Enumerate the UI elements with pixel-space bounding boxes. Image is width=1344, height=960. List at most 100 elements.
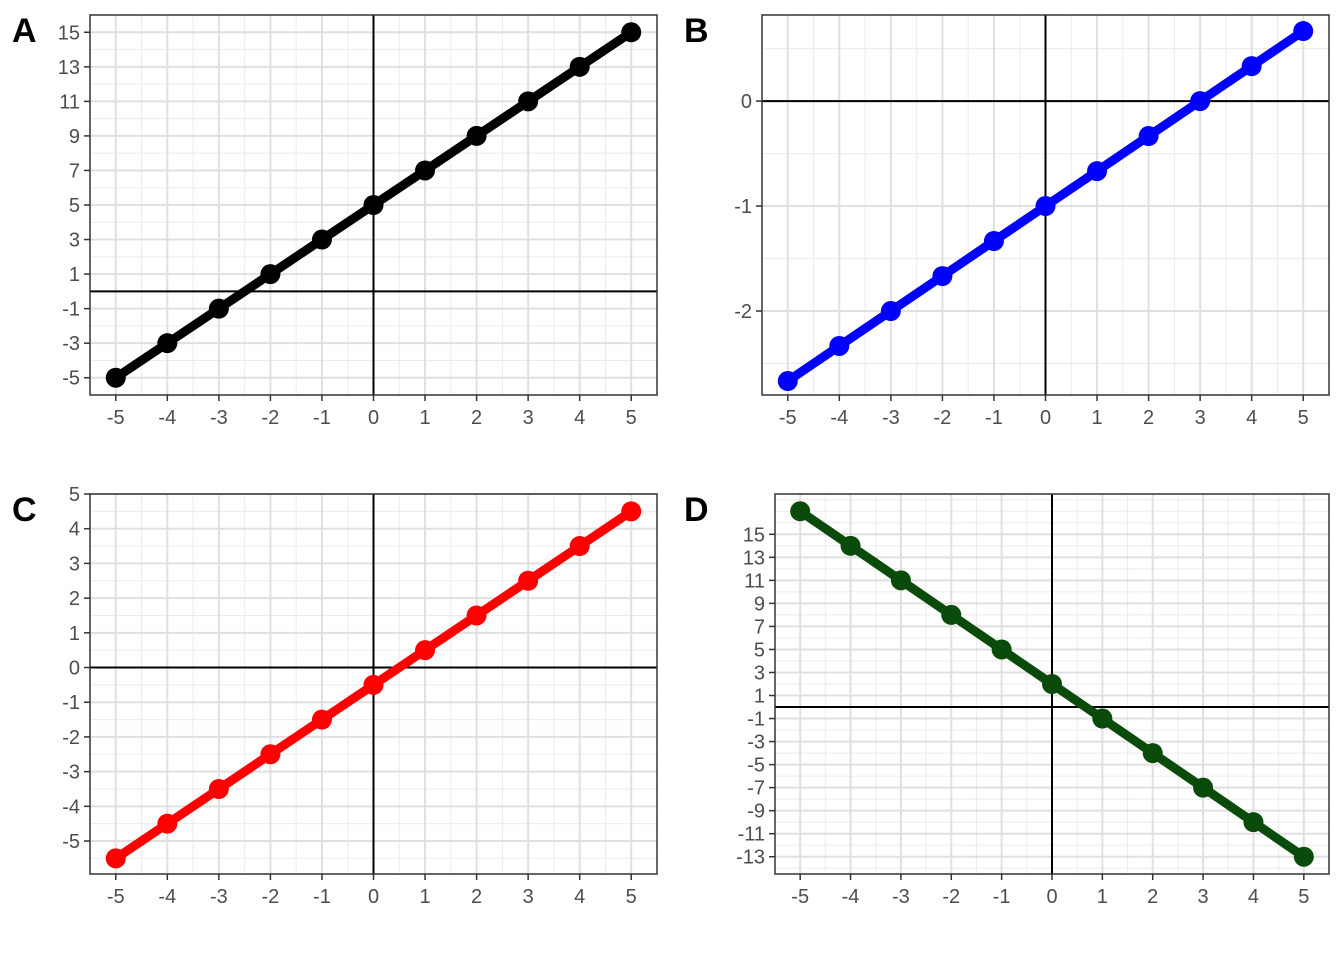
panel-c-y-tick-label: 1 — [69, 623, 80, 645]
panel-b-x-tick-label: 4 — [1246, 407, 1257, 429]
panel-tag-b: B — [684, 12, 709, 50]
panel-a-data-point — [311, 229, 332, 250]
panel-d-data-point — [840, 535, 861, 556]
panel-b-x-tick-label: 1 — [1091, 407, 1102, 429]
panel-a-y-tick-label: 15 — [58, 22, 80, 44]
panel-tag-c: C — [12, 491, 37, 529]
panel-b-x-tick-label: -4 — [830, 407, 848, 429]
panel-a-x-tick-label: -3 — [210, 407, 228, 429]
panel-a-x-tick-label: 1 — [419, 407, 430, 429]
panel-d-data-point — [1142, 743, 1163, 764]
panel-b: -5 -4 -3 -2 -1 0 1 2 3 4 5 -2 -1 0 B — [684, 12, 1330, 429]
panel-d-y-tick-label: -7 — [747, 778, 765, 800]
panel-d-y-tick-label: -3 — [747, 732, 765, 754]
panel-c-data-point — [569, 536, 590, 557]
panel-b-y-tick-label: 0 — [741, 91, 752, 113]
panel-a-x-tick-label: 5 — [626, 407, 637, 429]
panel-c-x-tick-label: -4 — [158, 886, 176, 908]
panel-a-x-tick-label: 0 — [368, 407, 379, 429]
panel-c-data-point — [157, 813, 178, 834]
panel-d-x-tick-label: 2 — [1147, 886, 1158, 908]
panel-a-x-tick-label: 3 — [523, 407, 534, 429]
panel-c-data-point — [518, 570, 539, 591]
panel-c-y-tick-label: 0 — [69, 658, 80, 680]
panel-d-y-tick-label: 3 — [754, 662, 765, 684]
panel-d-y-tick-label: -9 — [747, 801, 765, 823]
panel-d-x-tick-label: 5 — [1298, 886, 1309, 908]
panel-a-data-point — [157, 333, 178, 354]
panel-c-x-tick-label: -2 — [262, 886, 280, 908]
panel-a-data-point — [466, 125, 487, 146]
panel-b-data-point — [1190, 91, 1211, 112]
panel-c-x-tick-label: -5 — [107, 886, 125, 908]
panel-a-data-point — [518, 91, 539, 112]
panel-d-x-tick-label: 0 — [1046, 886, 1057, 908]
panel-c-y-tick-label: -3 — [62, 762, 80, 784]
panel-d-y-tick-label: -11 — [738, 824, 765, 846]
panel-d-data-point — [1293, 846, 1314, 867]
panel-a-y-tick-label: 7 — [69, 160, 80, 182]
panel-b-data-point — [829, 335, 850, 356]
panel-c-x-tick-label: -1 — [313, 886, 331, 908]
panel-a-x-tick-label: -4 — [158, 407, 176, 429]
panel-d-x-tick-label: -2 — [942, 886, 960, 908]
panel-c-x-tick-label: 4 — [574, 886, 585, 908]
panel-b-x-tick-label: -2 — [934, 407, 952, 429]
panel-c-x-tick-label: 5 — [626, 886, 637, 908]
panel-c-data-point — [260, 744, 281, 765]
panel-d-y-tick-label: 11 — [744, 570, 765, 592]
panel-c-data-point — [363, 674, 384, 695]
panel-a-y-tick-label: 5 — [69, 195, 80, 217]
panel-a-y-tick-label: 3 — [69, 230, 80, 252]
panel-b-x-tick-label: -1 — [985, 407, 1003, 429]
panel-a-data-point — [260, 264, 281, 285]
panel-d-y-tick-label: 9 — [754, 593, 765, 615]
panel-b-x-tick-label: 3 — [1195, 407, 1206, 429]
panel-a-data-point — [105, 367, 126, 388]
panel-c-data-point — [621, 501, 642, 522]
panel-a-y-tick-label: 9 — [69, 126, 80, 148]
panel-d-data-point — [991, 639, 1012, 660]
panel-d-x-tick-label: 1 — [1097, 886, 1108, 908]
panel-d-x-tick-label: -1 — [993, 886, 1011, 908]
panel-c-y-tick-label: 3 — [69, 553, 80, 575]
panel-d-x-tick-label: -5 — [791, 886, 809, 908]
panel-b-x-tick-label: 0 — [1040, 407, 1051, 429]
panel-d-data-point — [790, 501, 811, 522]
panel-b-data-point — [932, 266, 953, 287]
panel-b-data-point — [880, 301, 901, 322]
panel-c-x-tick-label: 0 — [368, 886, 379, 908]
panel-c-x-tick-label: 3 — [523, 886, 534, 908]
panel-c-data-point — [208, 778, 229, 799]
panel-b-data-point — [1087, 161, 1108, 182]
panel-c-x-tick-label: 1 — [419, 886, 430, 908]
panel-a-x-tick-label: -5 — [107, 407, 125, 429]
panel-d-data-point — [890, 570, 911, 591]
panel-a-y-tick-label: 11 — [59, 91, 80, 113]
panel-a-x-tick-label: -2 — [262, 407, 280, 429]
panel-a-data-point — [621, 22, 642, 43]
panel-a-grid — [89, 14, 658, 396]
panel-d-data-point — [1042, 674, 1062, 694]
panel-d-y-tick-label: -5 — [747, 755, 765, 777]
panel-a-data-point — [363, 195, 384, 215]
panel-c-data-point — [415, 640, 436, 661]
panel-a-data-point — [415, 160, 436, 181]
panel-d-data-point — [1193, 777, 1214, 798]
panel-a-y-tick-label: -1 — [62, 299, 80, 321]
panel-b-y-tick-label: -1 — [734, 196, 752, 218]
panel-a-y-tick-label: 1 — [69, 264, 80, 286]
panel-a-data-point — [208, 298, 229, 319]
panel-c: -5 -4 -3 -2 -1 0 1 2 3 4 5 -5 -4 -3 -2 -1 0 1 2 3 4 5 C — [12, 484, 658, 908]
panel-b-x-tick-label: 5 — [1298, 407, 1309, 429]
panel-a-y-tick-label: -5 — [62, 368, 80, 390]
panel-d-x-tick-label: -4 — [842, 886, 860, 908]
panel-d-y-tick-label: -13 — [736, 847, 765, 869]
panel-c-y-tick-label: -1 — [62, 692, 80, 714]
panel-tag-a: A — [12, 12, 37, 50]
panel-d: -5 -4 -3 -2 -1 0 1 2 3 4 5-13-11-9-7-5-3-113579111… — [684, 491, 1330, 908]
panel-b-x-tick-label: 2 — [1143, 407, 1154, 429]
panel-c-y-tick-label: -2 — [62, 727, 80, 749]
